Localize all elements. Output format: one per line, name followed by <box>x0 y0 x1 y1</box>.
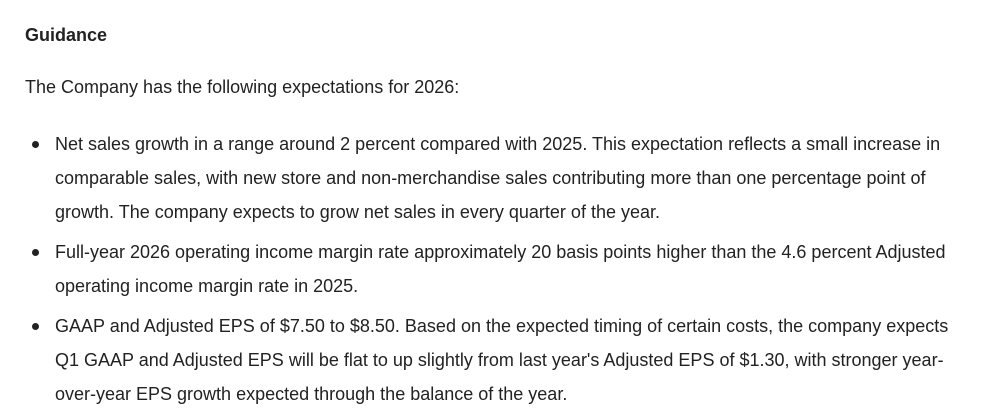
section-heading: Guidance <box>25 25 108 45</box>
list-item-text: Net sales growth in a range around 2 per… <box>55 134 941 222</box>
list-item-text: Full-year 2026 operating income margin r… <box>55 242 946 296</box>
list-item: GAAP and Adjusted EPS of $7.50 to $8.50.… <box>25 309 970 411</box>
bullet-icon <box>32 323 39 330</box>
list-item: Net sales growth in a range around 2 per… <box>25 127 970 229</box>
list-item: Full-year 2026 operating income margin r… <box>25 235 970 303</box>
intro-paragraph: The Company has the following expectatio… <box>25 77 460 97</box>
expectations-list: Net sales growth in a range around 2 per… <box>25 127 970 411</box>
bullet-icon <box>32 141 39 148</box>
list-item-text: GAAP and Adjusted EPS of $7.50 to $8.50.… <box>55 316 949 404</box>
bullet-icon <box>32 249 39 256</box>
